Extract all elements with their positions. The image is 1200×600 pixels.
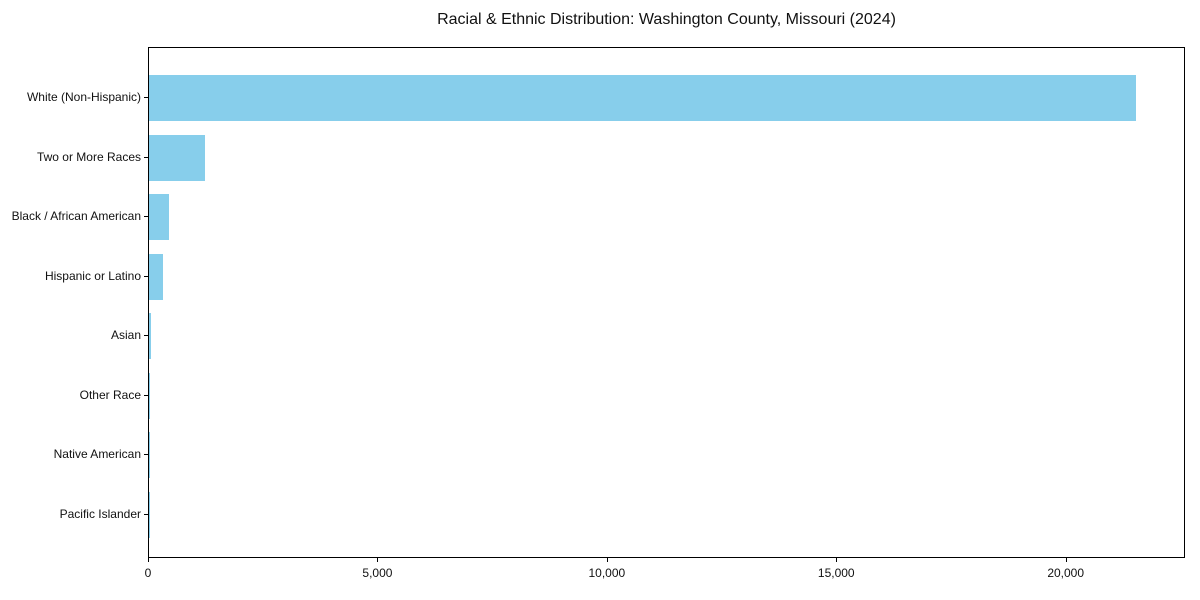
x-tick-label: 10,000 <box>588 566 626 580</box>
plot-area <box>148 47 1185 558</box>
x-tick-label: 0 <box>144 566 152 580</box>
bar-hispanic-or-latino <box>149 253 163 300</box>
x-tick-label: 20,000 <box>1047 566 1085 580</box>
x-tick-label: 5,000 <box>362 566 393 580</box>
y-tick-label: Two or More Races <box>36 149 141 164</box>
bar-other-race <box>149 372 150 419</box>
bar-native-american <box>149 432 150 479</box>
y-tick-mark <box>144 216 148 218</box>
bar-black-african-american <box>149 194 169 241</box>
x-tick-mark <box>148 558 149 562</box>
x-tick-mark <box>377 558 379 562</box>
x-tick-mark <box>836 558 838 562</box>
x-tick-mark <box>1065 558 1067 562</box>
y-tick-label: Native American <box>53 447 141 462</box>
x-tick-mark <box>606 558 608 562</box>
x-tick-label: 15,000 <box>817 566 855 580</box>
y-tick-label: Other Race <box>79 387 141 402</box>
bar-asian <box>149 313 151 360</box>
y-tick-mark <box>144 513 148 515</box>
y-tick-mark <box>144 335 148 337</box>
y-tick-label: Pacific Islander <box>59 506 141 521</box>
y-tick-mark <box>144 454 148 456</box>
y-tick-label: Asian <box>110 328 141 343</box>
y-tick-label: Hispanic or Latino <box>44 268 141 283</box>
y-tick-label: White (Non-Hispanic) <box>26 90 141 104</box>
y-tick-mark <box>144 275 148 277</box>
y-tick-mark <box>144 97 148 98</box>
chart-title: Racial & Ethnic Distribution: Washington… <box>437 11 896 28</box>
y-tick-label: Black / African American <box>11 209 141 224</box>
y-tick-mark <box>144 394 148 396</box>
bar-white-non-hispanic <box>149 75 1136 121</box>
bar-two-or-more-races <box>149 134 205 181</box>
y-tick-mark <box>144 156 148 158</box>
